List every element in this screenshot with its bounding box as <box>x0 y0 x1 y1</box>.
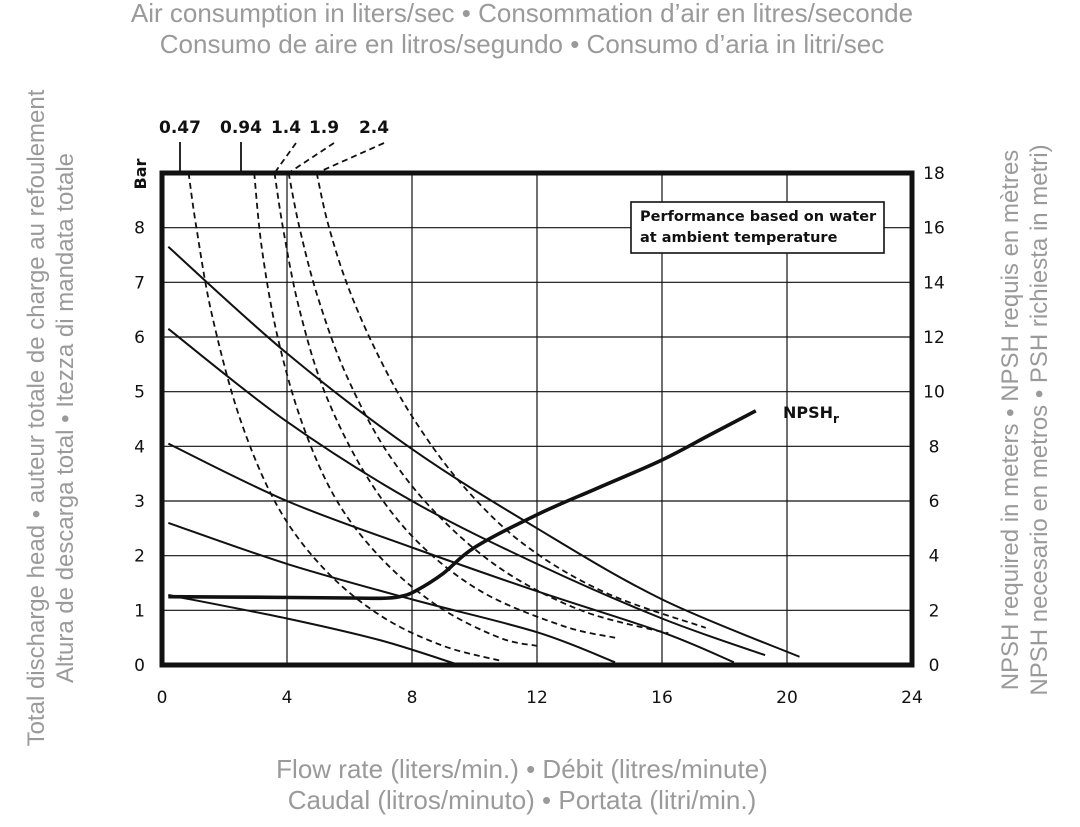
y-tick-label: 5 <box>134 383 145 403</box>
pressure-curve-5 <box>168 594 460 666</box>
air-leader-2.4 <box>316 142 385 174</box>
air-curve-1.4 <box>273 172 616 639</box>
plot-frame <box>159 170 915 668</box>
air-leader-1.4 <box>273 142 297 174</box>
pressure-curve-2 <box>167 328 766 657</box>
y-axis-label-line-2: Altura de descarga total • Itezza di man… <box>52 153 79 683</box>
x-axis-label-line-2: Caudal (litros/minuto) • Portata (litri/… <box>288 785 757 815</box>
pressure-curve-4 <box>167 521 616 664</box>
y-axis-label-line-1: Total discharge head • auteur totale de … <box>23 89 50 746</box>
air-curve-0.47 <box>187 172 503 663</box>
y2-tick-label: 10 <box>923 383 945 403</box>
plot-border <box>159 170 915 668</box>
y-tick-label: 2 <box>134 547 145 567</box>
npshr-label-sub: r <box>833 412 839 426</box>
air-curve-0.94 <box>253 172 538 647</box>
y2-tick-label: 16 <box>923 219 945 239</box>
y2-tick-label: 18 <box>923 164 945 184</box>
note-line-2: at ambient temperature <box>640 230 838 246</box>
y2-tick-label: 6 <box>929 492 940 512</box>
air-leader-1.9 <box>288 142 335 174</box>
x-tick-label: 8 <box>407 688 418 708</box>
y-unit-label: Bar <box>131 158 150 189</box>
pressure-curve-3 <box>167 442 735 664</box>
y2-tick-label: 2 <box>929 601 940 621</box>
y2-tick-label: 0 <box>929 656 940 676</box>
air-label-1.4: 1.4 <box>271 118 301 138</box>
npshr-curve-group <box>168 409 757 601</box>
air-consumption-labels: 0.47 0.94 1.4 1.9 2.4 <box>159 118 389 138</box>
x-tick-label: 12 <box>526 688 548 708</box>
air-consumption-curves <box>179 142 707 663</box>
x-tick-label: 4 <box>282 688 293 708</box>
air-label-0.94: 0.94 <box>220 118 262 138</box>
note-box <box>630 201 885 254</box>
y-tick-label: 7 <box>134 273 145 293</box>
npshr-label: NPSHr <box>783 403 839 426</box>
y2-axis-label-line-2: NPSH necesario en metros • PSH richiesta… <box>1026 144 1053 695</box>
y-tick-label: 4 <box>134 437 145 457</box>
y-tick-label: 3 <box>134 492 145 512</box>
air-label-1.9: 1.9 <box>309 118 339 138</box>
chart-title-line-1: Air consumption in liters/sec • Consomma… <box>131 0 913 28</box>
y2-tick-label: 12 <box>923 328 945 348</box>
x-tick-label: 16 <box>651 688 673 708</box>
y-tick-label: 6 <box>134 328 145 348</box>
y-tick-label: 8 <box>134 219 145 239</box>
y2-axis-label-line-1: NPSH required in meters • NPSH requis en… <box>997 150 1024 691</box>
y2-tick-label: 8 <box>929 437 940 457</box>
y-tick-label: 1 <box>134 601 145 621</box>
x-tick-label: 24 <box>901 688 923 708</box>
chart-title-line-2: Consumo de aire en litros/segundo • Cons… <box>160 29 884 59</box>
x-tick-label: 0 <box>157 688 168 708</box>
air-label-2.4: 2.4 <box>359 118 389 138</box>
y2-tick-label: 4 <box>929 547 940 567</box>
pressure-curve-1 <box>167 246 800 658</box>
npshr-curve <box>168 409 757 601</box>
air-curve-1.9 <box>287 172 669 635</box>
y-tick-label: 0 <box>134 656 145 676</box>
x-tick-label: 20 <box>776 688 798 708</box>
x-axis-label-line-1: Flow rate (liters/min.) • Débit (litres/… <box>276 754 768 784</box>
y2-tick-label: 14 <box>923 273 945 293</box>
note-line-1: Performance based on water <box>640 209 877 225</box>
pressure-curves <box>167 246 800 666</box>
air-curve-2.4 <box>315 172 707 629</box>
npshr-label-main: NPSH <box>783 403 833 422</box>
air-label-0.47: 0.47 <box>159 118 201 138</box>
